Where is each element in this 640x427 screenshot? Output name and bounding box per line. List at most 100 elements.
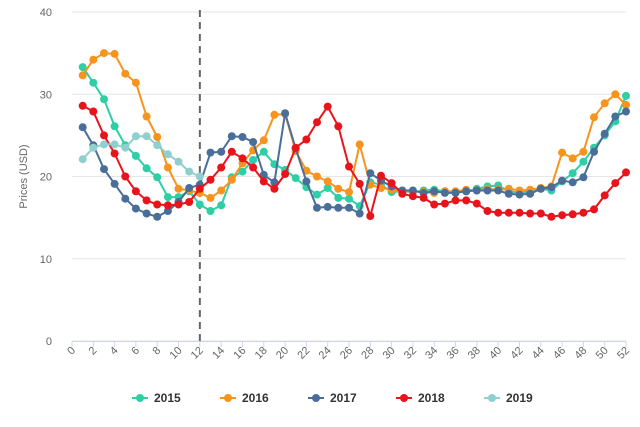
data-point-2017[interactable] bbox=[238, 133, 247, 141]
data-point-2017[interactable] bbox=[504, 189, 513, 198]
data-point-2019[interactable] bbox=[142, 132, 151, 141]
data-point-2017[interactable] bbox=[611, 112, 620, 121]
data-point-2018[interactable] bbox=[185, 198, 194, 206]
data-point-2017[interactable] bbox=[440, 188, 449, 197]
data-point-2015[interactable] bbox=[89, 78, 98, 87]
data-point-2016[interactable] bbox=[131, 78, 140, 87]
data-point-2017[interactable] bbox=[590, 147, 598, 156]
data-point-2015[interactable] bbox=[568, 169, 577, 178]
data-point-2018[interactable] bbox=[249, 163, 258, 172]
data-point-2018[interactable] bbox=[494, 208, 503, 217]
data-point-2018[interactable] bbox=[387, 179, 396, 188]
legend-item-2017[interactable]: 2017 bbox=[308, 391, 357, 405]
data-point-2018[interactable] bbox=[227, 147, 236, 156]
data-point-2017[interactable] bbox=[227, 132, 236, 141]
data-point-2018[interactable] bbox=[89, 107, 98, 116]
data-point-2018[interactable] bbox=[195, 184, 204, 193]
data-point-2015[interactable] bbox=[249, 156, 258, 164]
data-point-2018[interactable] bbox=[590, 205, 598, 214]
data-point-2016[interactable] bbox=[558, 148, 567, 157]
data-point-2019[interactable] bbox=[100, 140, 108, 149]
data-point-2018[interactable] bbox=[568, 210, 577, 219]
data-point-2019[interactable] bbox=[163, 150, 172, 159]
data-point-2016[interactable] bbox=[622, 100, 630, 109]
data-point-2018[interactable] bbox=[558, 211, 567, 220]
data-point-2018[interactable] bbox=[398, 189, 407, 198]
data-point-2018[interactable] bbox=[281, 170, 290, 178]
data-point-2017[interactable] bbox=[206, 148, 215, 157]
data-point-2017[interactable] bbox=[259, 170, 268, 179]
data-point-2018[interactable] bbox=[579, 208, 588, 217]
data-point-2018[interactable] bbox=[323, 102, 332, 111]
data-point-2018[interactable] bbox=[206, 175, 215, 184]
data-point-2018[interactable] bbox=[622, 168, 630, 177]
data-point-2018[interactable] bbox=[526, 209, 535, 218]
data-point-2018[interactable] bbox=[536, 209, 545, 218]
data-point-2015[interactable] bbox=[345, 194, 353, 203]
data-point-2016[interactable] bbox=[153, 133, 162, 141]
data-point-2018[interactable] bbox=[174, 200, 183, 209]
data-point-2016[interactable] bbox=[121, 69, 130, 78]
data-point-2018[interactable] bbox=[163, 201, 172, 210]
data-point-2015[interactable] bbox=[238, 167, 247, 176]
data-point-2017[interactable] bbox=[408, 186, 417, 195]
data-point-2017[interactable] bbox=[110, 179, 119, 188]
data-point-2017[interactable] bbox=[451, 188, 460, 197]
data-point-2016[interactable] bbox=[334, 184, 343, 193]
data-point-2018[interactable] bbox=[366, 212, 375, 220]
data-point-2016[interactable] bbox=[600, 99, 609, 108]
data-point-2018[interactable] bbox=[611, 179, 620, 188]
data-point-2017[interactable] bbox=[78, 123, 87, 132]
data-point-2019[interactable] bbox=[195, 172, 204, 181]
data-point-2017[interactable] bbox=[483, 186, 492, 195]
data-point-2016[interactable] bbox=[270, 110, 279, 119]
data-point-2016[interactable] bbox=[568, 154, 577, 163]
data-point-2017[interactable] bbox=[579, 173, 588, 182]
data-point-2016[interactable] bbox=[579, 147, 588, 156]
data-point-2016[interactable] bbox=[313, 172, 321, 181]
data-point-2017[interactable] bbox=[249, 138, 258, 146]
data-point-2017[interactable] bbox=[515, 190, 524, 199]
legend-item-2018[interactable]: 2018 bbox=[396, 391, 445, 405]
data-point-2016[interactable] bbox=[323, 177, 332, 186]
data-point-2015[interactable] bbox=[153, 173, 162, 182]
legend[interactable]: 2015 2016 2017 2018 2019 bbox=[132, 391, 533, 405]
data-point-2019[interactable] bbox=[174, 157, 183, 166]
data-point-2015[interactable] bbox=[217, 201, 226, 210]
data-point-2016[interactable] bbox=[217, 186, 226, 195]
data-point-2016[interactable] bbox=[590, 113, 598, 122]
data-point-2018[interactable] bbox=[419, 193, 428, 202]
data-point-2018[interactable] bbox=[377, 171, 385, 180]
data-point-2018[interactable] bbox=[440, 199, 449, 208]
data-point-2017[interactable] bbox=[366, 169, 375, 178]
data-point-2016[interactable] bbox=[78, 71, 87, 80]
legend-item-2019[interactable]: 2019 bbox=[484, 391, 533, 405]
data-point-2018[interactable] bbox=[131, 187, 140, 196]
data-point-2016[interactable] bbox=[89, 55, 98, 64]
data-point-2019[interactable] bbox=[153, 141, 162, 150]
data-point-2018[interactable] bbox=[462, 196, 471, 205]
data-point-2018[interactable] bbox=[121, 172, 130, 181]
data-point-2018[interactable] bbox=[270, 184, 279, 193]
data-point-2015[interactable] bbox=[195, 200, 204, 209]
data-point-2017[interactable] bbox=[622, 107, 630, 116]
data-point-2018[interactable] bbox=[504, 208, 513, 217]
data-point-2017[interactable] bbox=[568, 178, 577, 187]
legend-item-2015[interactable]: 2015 bbox=[132, 391, 181, 405]
data-point-2016[interactable] bbox=[142, 112, 151, 121]
data-point-2018[interactable] bbox=[259, 177, 268, 186]
data-point-2018[interactable] bbox=[408, 192, 417, 201]
data-point-2018[interactable] bbox=[430, 200, 439, 209]
data-point-2018[interactable] bbox=[451, 196, 460, 205]
data-point-2017[interactable] bbox=[153, 212, 162, 221]
data-point-2015[interactable] bbox=[259, 147, 268, 156]
data-point-2017[interactable] bbox=[100, 165, 108, 174]
data-point-2017[interactable] bbox=[430, 187, 439, 196]
data-point-2017[interactable] bbox=[142, 209, 151, 218]
data-point-2018[interactable] bbox=[302, 135, 311, 144]
data-point-2017[interactable] bbox=[536, 184, 545, 193]
data-point-2017[interactable] bbox=[302, 177, 311, 186]
data-point-2015[interactable] bbox=[206, 207, 215, 215]
data-point-2016[interactable] bbox=[611, 90, 620, 99]
data-point-2015[interactable] bbox=[291, 174, 300, 183]
